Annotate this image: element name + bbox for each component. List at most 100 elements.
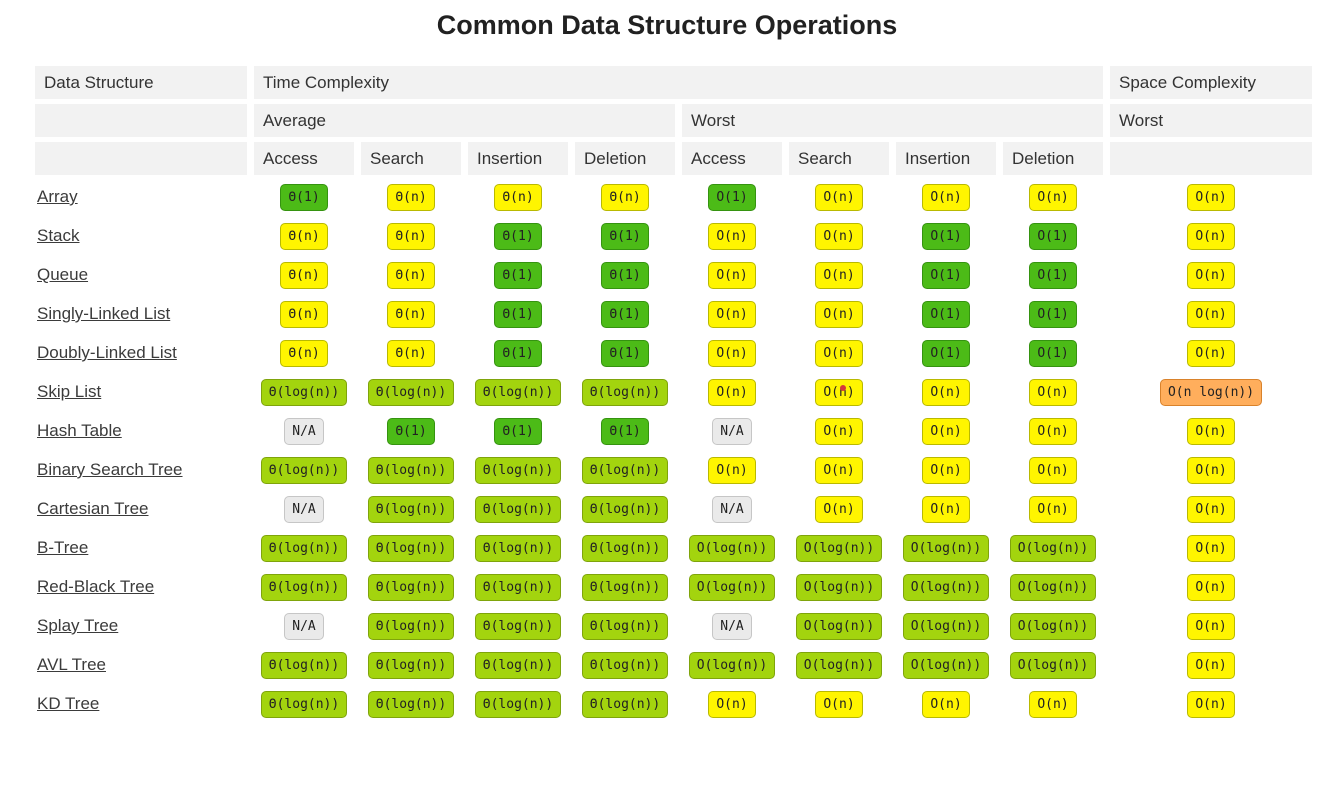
complexity-pill: Θ(log(n)) bbox=[367, 378, 455, 406]
complexity-pill: Θ(n) bbox=[387, 222, 435, 250]
complexity-pill: O(n) bbox=[1187, 300, 1235, 328]
complexity-pill: O(log(n)) bbox=[902, 534, 990, 562]
complexity-pill: Θ(log(n)) bbox=[581, 612, 669, 640]
header-data-structure: Data Structure bbox=[35, 66, 247, 99]
row-link-skip-list[interactable]: Skip List bbox=[37, 382, 102, 401]
complexity-pill: O(n) bbox=[815, 456, 863, 484]
cell-cartesian-tree-space-worst: O(n) bbox=[1110, 492, 1312, 526]
row-link-doubly-linked-list[interactable]: Doubly-Linked List bbox=[37, 343, 177, 362]
row-link-red-black-tree[interactable]: Red-Black Tree bbox=[37, 577, 155, 596]
complexity-pill: Θ(1) bbox=[601, 222, 649, 250]
cell-avl-tree-space-worst: O(n) bbox=[1110, 648, 1312, 682]
complexity-pill: O(1) bbox=[922, 261, 970, 289]
cell-cartesian-tree-avg-insertion: Θ(log(n)) bbox=[468, 492, 568, 526]
complexity-pill: Θ(1) bbox=[601, 300, 649, 328]
complexity-pill: Θ(log(n)) bbox=[367, 651, 455, 679]
row-link-b-tree[interactable]: B-Tree bbox=[37, 538, 89, 557]
cell-binary-search-tree-avg-insertion: Θ(log(n)) bbox=[468, 453, 568, 487]
complexity-pill: Θ(log(n)) bbox=[474, 495, 562, 523]
cell-hash-table-worst-access: N/A bbox=[682, 414, 782, 448]
table-row-hash-table: Hash Table N/A Θ(1) Θ(1) Θ(1) N/A O(n) O(n) O(n)… bbox=[35, 414, 1312, 448]
cell-stack-worst-insertion: O(1) bbox=[896, 219, 996, 253]
row-link-cartesian-tree[interactable]: Cartesian Tree bbox=[37, 499, 149, 518]
cell-kd-tree-avg-search: Θ(log(n)) bbox=[361, 687, 461, 721]
row-label-cell: KD Tree bbox=[35, 687, 247, 721]
cell-singly-linked-list-worst-deletion: O(1) bbox=[1003, 297, 1103, 331]
complexity-pill: O(log(n)) bbox=[1009, 651, 1097, 679]
cell-stack-worst-deletion: O(1) bbox=[1003, 219, 1103, 253]
complexity-pill: O(n) bbox=[815, 222, 863, 250]
complexity-pill: O(n) bbox=[1187, 651, 1235, 679]
complexity-pill: O(n) bbox=[1187, 456, 1235, 484]
cell-red-black-tree-space-worst: O(n) bbox=[1110, 570, 1312, 604]
cell-doubly-linked-list-worst-access: O(n) bbox=[682, 336, 782, 370]
header-time-complexity: Time Complexity bbox=[254, 66, 1103, 99]
complexity-pill: Θ(log(n)) bbox=[581, 573, 669, 601]
complexity-pill: O(n) bbox=[708, 222, 756, 250]
complexity-pill: Θ(1) bbox=[280, 183, 328, 211]
row-link-array[interactable]: Array bbox=[37, 187, 78, 206]
complexity-pill: O(n) bbox=[708, 378, 756, 406]
cell-cartesian-tree-avg-search: Θ(log(n)) bbox=[361, 492, 461, 526]
cell-avl-tree-worst-access: O(log(n)) bbox=[682, 648, 782, 682]
table-row-cartesian-tree: Cartesian Tree N/A Θ(log(n)) Θ(log(n)) Θ(log… bbox=[35, 492, 1312, 526]
complexity-pill: O(n log(n)) bbox=[1159, 378, 1263, 406]
cell-splay-tree-space-worst: O(n) bbox=[1110, 609, 1312, 643]
cell-hash-table-avg-access: N/A bbox=[254, 414, 354, 448]
row-label-cell: Queue bbox=[35, 258, 247, 292]
table-row-stack: Stack Θ(n) Θ(n) Θ(1) Θ(1) O(n) O(n) O(1) O(1) O(n… bbox=[35, 219, 1312, 253]
table-row-queue: Queue Θ(n) Θ(n) Θ(1) Θ(1) O(n) O(n) O(1) O(1) O(n… bbox=[35, 258, 1312, 292]
row-link-avl-tree[interactable]: AVL Tree bbox=[37, 655, 106, 674]
cell-cartesian-tree-worst-deletion: O(n) bbox=[1003, 492, 1103, 526]
complexity-pill: N/A bbox=[712, 495, 752, 523]
cell-hash-table-worst-deletion: O(n) bbox=[1003, 414, 1103, 448]
complexity-pill: Θ(n) bbox=[387, 300, 435, 328]
complexity-pill: O(log(n)) bbox=[1009, 573, 1097, 601]
complexity-pill: O(log(n)) bbox=[795, 534, 883, 562]
row-label-cell: Doubly-Linked List bbox=[35, 336, 247, 370]
cell-b-tree-avg-access: Θ(log(n)) bbox=[254, 531, 354, 565]
complexity-pill: Θ(log(n)) bbox=[474, 612, 562, 640]
header-space-complexity: Space Complexity bbox=[1110, 66, 1312, 99]
complexity-pill: Θ(1) bbox=[494, 261, 542, 289]
cell-stack-avg-deletion: Θ(1) bbox=[575, 219, 675, 253]
cell-queue-worst-search: O(n) bbox=[789, 258, 889, 292]
cell-array-avg-search: Θ(n) bbox=[361, 180, 461, 214]
table-row-skip-list: Skip List Θ(log(n)) Θ(log(n)) Θ(log(n)) Θ(lo… bbox=[35, 375, 1312, 409]
row-link-stack[interactable]: Stack bbox=[37, 226, 80, 245]
complexity-pill: O(1) bbox=[708, 183, 756, 211]
header-op-deletion-average: Deletion bbox=[575, 142, 675, 175]
cell-splay-tree-avg-access: N/A bbox=[254, 609, 354, 643]
complexity-pill: O(n) bbox=[815, 261, 863, 289]
row-link-splay-tree[interactable]: Splay Tree bbox=[37, 616, 119, 635]
row-link-singly-linked-list[interactable]: Singly-Linked List bbox=[37, 304, 171, 323]
cell-skip-list-worst-access: O(n) bbox=[682, 375, 782, 409]
complexity-pill: Θ(n) bbox=[280, 222, 328, 250]
row-link-queue[interactable]: Queue bbox=[37, 265, 89, 284]
complexity-pill: O(n) bbox=[815, 378, 863, 406]
cell-array-worst-insertion: O(n) bbox=[896, 180, 996, 214]
cell-stack-avg-access: Θ(n) bbox=[254, 219, 354, 253]
cell-hash-table-worst-insertion: O(n) bbox=[896, 414, 996, 448]
row-link-kd-tree[interactable]: KD Tree bbox=[37, 694, 100, 713]
cell-singly-linked-list-avg-search: Θ(n) bbox=[361, 297, 461, 331]
complexity-pill: O(log(n)) bbox=[688, 573, 776, 601]
complexity-pill: Θ(n) bbox=[494, 183, 542, 211]
complexity-pill: Θ(n) bbox=[280, 261, 328, 289]
complexity-pill: Θ(log(n)) bbox=[474, 456, 562, 484]
complexity-pill: O(n) bbox=[1187, 261, 1235, 289]
row-label-cell: Stack bbox=[35, 219, 247, 253]
row-link-binary-search-tree[interactable]: Binary Search Tree bbox=[37, 460, 183, 479]
complexity-pill: Θ(1) bbox=[601, 417, 649, 445]
complexity-pill: O(n) bbox=[1187, 495, 1235, 523]
complexity-pill: Θ(n) bbox=[280, 300, 328, 328]
cell-b-tree-avg-search: Θ(log(n)) bbox=[361, 531, 461, 565]
cell-cartesian-tree-avg-deletion: Θ(log(n)) bbox=[575, 492, 675, 526]
cell-cartesian-tree-worst-search: O(n) bbox=[789, 492, 889, 526]
cell-splay-tree-avg-insertion: Θ(log(n)) bbox=[468, 609, 568, 643]
cell-skip-list-worst-search: O(n) bbox=[789, 375, 889, 409]
row-link-hash-table[interactable]: Hash Table bbox=[37, 421, 122, 440]
complexity-pill: O(n) bbox=[815, 495, 863, 523]
cell-hash-table-avg-insertion: Θ(1) bbox=[468, 414, 568, 448]
cell-doubly-linked-list-avg-search: Θ(n) bbox=[361, 336, 461, 370]
